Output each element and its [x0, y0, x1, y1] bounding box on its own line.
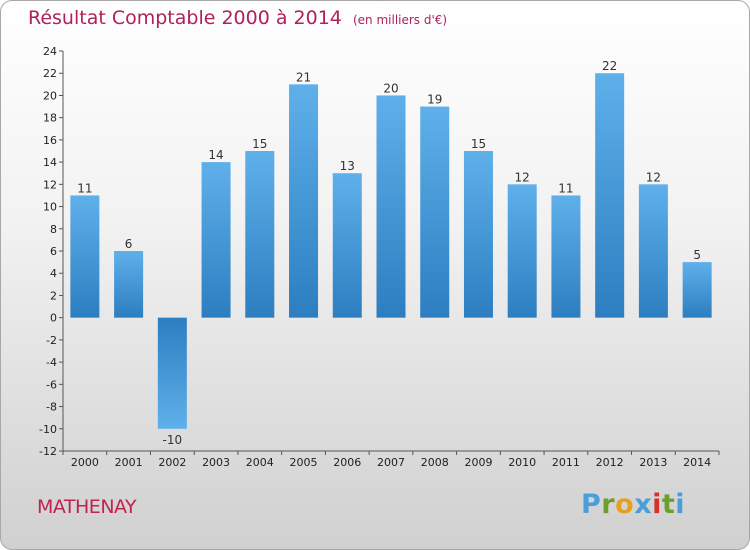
bar-2000 — [70, 195, 100, 318]
data-label-2010: 12 — [515, 170, 530, 184]
y-tick-label: 10 — [43, 201, 57, 214]
bar-2006 — [332, 173, 362, 318]
data-label-2001: 6 — [125, 237, 133, 251]
y-tick-label: 14 — [43, 156, 57, 169]
y-tick-label: -4 — [46, 356, 57, 369]
y-tick-label: -10 — [39, 423, 57, 436]
y-tick-label: -6 — [46, 378, 57, 391]
chart-title: Résultat Comptable 2000 à 2014 — [28, 7, 342, 29]
commune-name: MATHENAY — [37, 496, 137, 518]
logo-letter: t — [661, 489, 676, 520]
y-tick-label: -8 — [46, 401, 57, 414]
y-tick-label: 0 — [50, 312, 57, 325]
x-tick-label: 2008 — [421, 456, 449, 469]
y-tick-label: 22 — [43, 67, 57, 80]
x-tick-label: 2012 — [596, 456, 624, 469]
bar-2008 — [420, 106, 450, 318]
bar-2009 — [463, 151, 493, 318]
bar-2005 — [289, 84, 319, 318]
data-label-2007: 20 — [383, 81, 398, 95]
x-tick-label: 2005 — [290, 456, 318, 469]
y-tick-label: -2 — [46, 334, 57, 347]
bar-2002 — [157, 317, 187, 429]
data-label-2005: 21 — [296, 70, 311, 84]
logo-letter: r — [601, 489, 616, 520]
data-label-2000: 11 — [77, 181, 92, 195]
y-tick-label: 20 — [43, 89, 57, 102]
logo-letter: P — [581, 489, 602, 520]
logo-letter: i — [652, 489, 662, 520]
bar-2007 — [376, 95, 406, 318]
bars — [70, 73, 712, 429]
x-tick-label: 2010 — [508, 456, 536, 469]
x-tick-label: 2001 — [115, 456, 143, 469]
data-label-2009: 15 — [471, 137, 486, 151]
data-label-2008: 19 — [427, 93, 442, 107]
bar-2014 — [682, 262, 712, 318]
y-tick-label: 18 — [43, 112, 57, 125]
x-tick-label: 2013 — [639, 456, 667, 469]
chart-title-block: Résultat Comptable 2000 à 2014 (en milli… — [28, 7, 447, 29]
data-label-2013: 12 — [646, 170, 661, 184]
y-tick-label: 2 — [50, 289, 57, 302]
chart-unit-subtitle: (en milliers d'€) — [352, 13, 448, 27]
proxiti-logo[interactable]: Proxiti — [581, 489, 685, 520]
bar-2001 — [114, 251, 144, 318]
x-tick-label: 2007 — [377, 456, 405, 469]
bar-2004 — [245, 151, 275, 318]
data-label-2011: 11 — [558, 181, 573, 195]
logo-letter: o — [615, 489, 635, 520]
data-label-2002: -10 — [163, 433, 183, 447]
bar-2010 — [507, 184, 537, 318]
data-label-2006: 13 — [340, 159, 355, 173]
y-tick-label: 24 — [43, 45, 57, 58]
bar-2011 — [551, 195, 581, 318]
data-label-2012: 22 — [602, 59, 617, 73]
x-tick-label: 2009 — [464, 456, 492, 469]
data-labels: 11 6 -10 14 15 21 13 20 19 15 12 11 22 12 5 — [77, 59, 701, 447]
x-tick-label: 2006 — [333, 456, 361, 469]
x-tick-label: 2011 — [552, 456, 580, 469]
logo-letter: x — [634, 489, 653, 520]
y-tick-label: 16 — [43, 134, 57, 147]
data-label-2004: 15 — [252, 137, 267, 151]
x-tick-label: 2014 — [683, 456, 711, 469]
data-label-2014: 5 — [693, 248, 701, 262]
logo-letter: i — [675, 489, 686, 520]
x-tick-label: 2002 — [158, 456, 186, 469]
x-tick-label: 2004 — [246, 456, 274, 469]
y-tick-label: -12 — [39, 445, 57, 458]
data-label-2003: 14 — [208, 148, 223, 162]
x-tick-label: 2000 — [71, 456, 99, 469]
bar-2013 — [638, 184, 668, 318]
x-tick-label: 2003 — [202, 456, 230, 469]
bar-2003 — [201, 162, 231, 318]
y-tick-label: 4 — [50, 267, 57, 280]
bar-2012 — [595, 73, 625, 318]
y-tick-label: 6 — [50, 245, 57, 258]
y-tick-label: 12 — [43, 178, 57, 191]
y-tick-label: 8 — [50, 223, 57, 236]
